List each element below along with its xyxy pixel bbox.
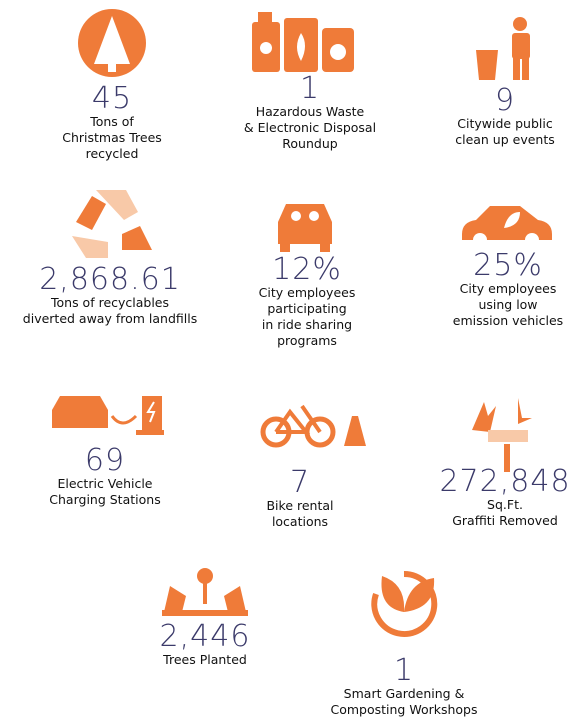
compost-icon [371,570,438,637]
stat-value: 2,868.61 [39,262,181,297]
stat-label: Roundup [282,136,338,151]
stat-item: 69 Electric Vehicle Charging Stations [0,446,215,508]
stat-label: Trees Planted [163,652,247,667]
stat-label: Hazardous Waste [255,104,365,119]
stat-label: Composting Workshops [330,702,478,717]
stat-value: 25% [473,248,543,283]
stat-item: 45 Tons of Christmas Trees recycled [2,84,222,162]
stat-label: Sq.Ft. [487,497,523,512]
stat-label: Graffiti Removed [452,513,558,528]
stat-item: 12% City employees participating in ride sh… [197,255,417,349]
stat-label: using low [478,297,538,312]
stat-value: 272,848 [439,464,569,499]
stat-label: Bike rental [266,498,334,513]
stat-item: 25% City employees using low emission vehic… [398,251,569,329]
stat-value: 9 [494,83,516,118]
stat-label: Smart Gardening & [343,686,465,701]
bike-icon [260,404,366,448]
stat-item: 272,848 Sq.Ft. Graffiti Removed [395,467,569,529]
stat-value: 2,446 [159,619,251,654]
recycle-tree-icon [78,9,146,77]
stat-label: City employees [258,285,356,300]
stat-label: Christmas Trees [62,130,162,145]
stat-label: emission vehicles [452,313,564,328]
stat-label: clean up events [455,132,555,147]
recycle-icon [72,190,152,258]
stat-value: 1 [393,653,415,688]
eco-car-icon [462,206,552,247]
stat-label: locations [271,514,329,529]
stat-item: 1 Hazardous Waste & Electronic Disposal Rou… [200,74,420,152]
stat-label: participating [267,301,347,316]
carpool-icon [278,204,332,252]
stat-label: Tons of [90,114,134,129]
stat-value: 12% [272,252,342,287]
stat-item: 1 Smart Gardening & Composting Workshops [294,656,514,717]
stat-item: 2,868.61 Tons of recyclables diverted away… [0,265,220,327]
stat-label: & Electronic Disposal [243,120,377,135]
stat-label: Charging Stations [49,492,161,507]
stat-item: 2,446 Trees Planted [95,622,315,668]
graffiti-roller-icon [472,398,532,472]
tree-planting-icon [162,568,248,616]
stat-label: Tons of recyclables [50,295,170,310]
stat-value: 45 [91,81,133,116]
stat-label: recycled [85,146,139,161]
stat-label: City employees [459,281,557,296]
stat-label: Electric Vehicle [57,476,153,491]
hazard-containers-icon [252,12,354,72]
stat-value: 7 [289,465,311,500]
stat-item: 9 Citywide public clean up events [395,86,569,148]
stat-label: Citywide public [457,116,553,131]
stat-label: in ride sharing [261,317,353,332]
stat-value: 1 [299,71,321,106]
person-bin-icon [476,17,530,80]
stat-value: 69 [84,443,126,478]
stat-item: 7 Bike rental locations [190,468,410,530]
ev-charging-icon [52,396,164,435]
stat-label: programs [277,333,337,348]
stat-label: diverted away from landfills [22,311,198,326]
